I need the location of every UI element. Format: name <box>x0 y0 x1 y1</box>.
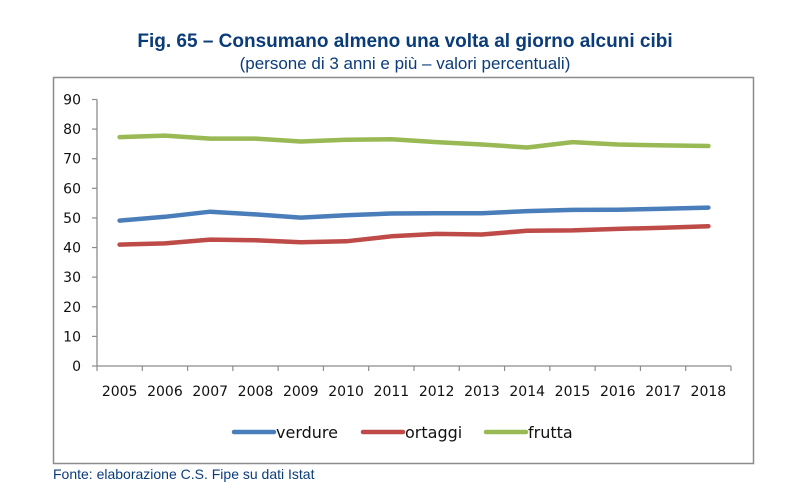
legend-item-ortaggi: ortaggi <box>360 423 462 442</box>
y-tick-label: 50 <box>63 211 81 227</box>
y-tick-label: 70 <box>63 152 81 168</box>
legend-item-verdure: verdure <box>231 423 338 442</box>
y-tick-label: 80 <box>63 122 81 138</box>
y-tick-label: 30 <box>63 270 81 286</box>
x-tick-label: 2005 <box>102 384 138 400</box>
legend-item-frutta: frutta <box>483 423 573 442</box>
x-tick-label: 2016 <box>600 384 636 400</box>
y-tick-label: 0 <box>72 359 81 375</box>
x-tick-label: 2007 <box>192 384 228 400</box>
x-tick-label: 2012 <box>419 384 455 400</box>
chart-title: Fig. 65 – Consumano almeno una volta al … <box>137 31 673 52</box>
x-tick-label: 2009 <box>283 384 319 400</box>
x-tick-label: 2014 <box>509 384 545 400</box>
series-line-verdure <box>117 205 711 223</box>
legend: verdure ortaggi frutta <box>231 423 573 442</box>
series-line-frutta <box>117 133 711 150</box>
legend-label: frutta <box>528 423 573 442</box>
chart-subtitle: (persone di 3 anni e più – valori percen… <box>239 54 571 73</box>
chart-frame <box>52 76 755 465</box>
x-tick-label: 2011 <box>374 384 410 400</box>
series-lines <box>117 133 711 247</box>
axes: 0 10 20 30 40 50 60 70 80 90 2005 2006 2007 2008 2009 2… <box>63 93 732 400</box>
x-tick-label: 2008 <box>238 384 274 400</box>
x-tick-label: 2010 <box>328 384 364 400</box>
x-tick-label: 2015 <box>555 384 591 400</box>
y-tick-label: 90 <box>63 93 81 109</box>
legend-label: ortaggi <box>405 423 462 442</box>
y-tick-label: 60 <box>63 181 81 197</box>
x-tick-label: 2017 <box>645 384 681 400</box>
source-note: Fonte: elaborazione C.S. Fipe su dati Is… <box>53 466 315 482</box>
x-tick-label: 2013 <box>464 384 500 400</box>
x-tick-label: 2006 <box>147 384 183 400</box>
y-tick-label: 20 <box>63 300 81 316</box>
y-tick-label: 10 <box>63 329 81 345</box>
series-line-ortaggi <box>117 223 711 247</box>
y-tick-label: 40 <box>63 241 81 257</box>
x-tick-label: 2018 <box>691 384 727 400</box>
legend-label: verdure <box>276 423 338 442</box>
